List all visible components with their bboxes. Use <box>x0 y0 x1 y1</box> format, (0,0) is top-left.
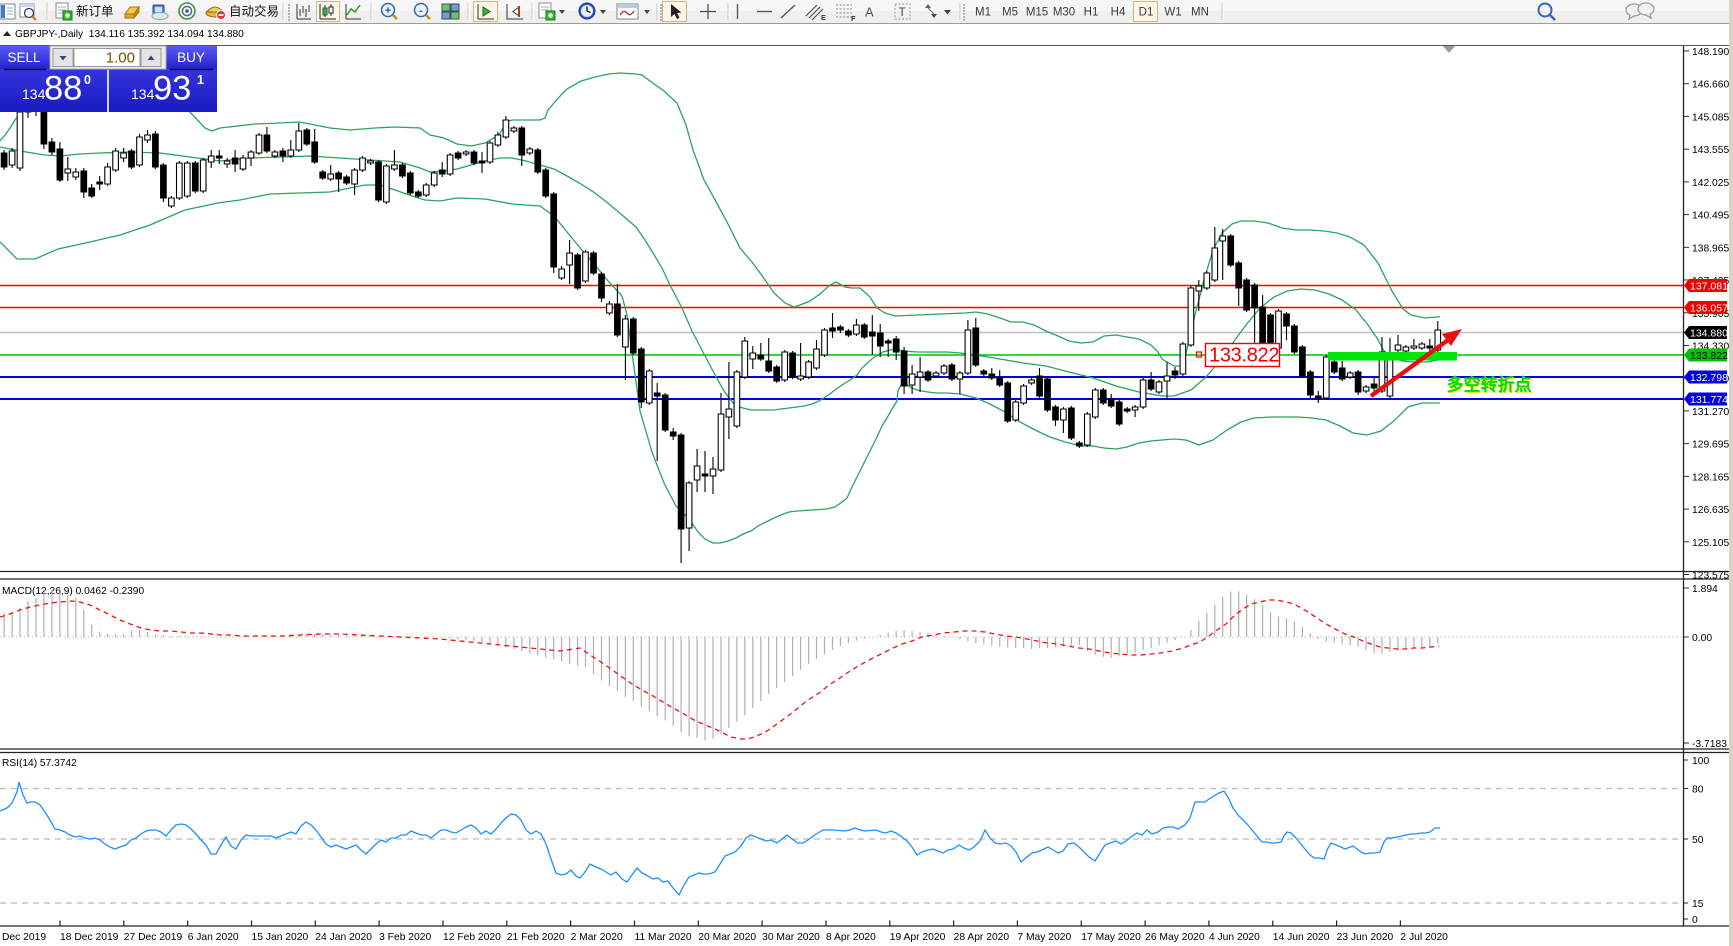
svg-text:+: + <box>385 5 391 17</box>
svg-text:H4: H4 <box>1111 7 1126 19</box>
svg-text:24 Jan 2020: 24 Jan 2020 <box>315 932 372 943</box>
svg-text:128.165: 128.165 <box>1692 472 1729 483</box>
svg-text:140.495: 140.495 <box>1692 211 1729 222</box>
svg-text:134: 134 <box>131 86 155 102</box>
svg-text:132.798: 132.798 <box>1690 372 1728 384</box>
svg-text:0.00: 0.00 <box>1692 633 1712 644</box>
svg-text:50: 50 <box>1692 835 1704 846</box>
svg-text:125.105: 125.105 <box>1692 538 1729 549</box>
svg-text:129.695: 129.695 <box>1692 440 1729 451</box>
svg-text:28 Apr 2020: 28 Apr 2020 <box>954 932 1010 943</box>
svg-text:26 May 2020: 26 May 2020 <box>1145 932 1205 943</box>
svg-text:0: 0 <box>1692 915 1698 926</box>
svg-text:4 Jun 2020: 4 Jun 2020 <box>1209 932 1260 943</box>
svg-text:-: - <box>419 5 423 17</box>
svg-text:148.190: 148.190 <box>1692 47 1729 58</box>
svg-text:Dec 2019: Dec 2019 <box>2 932 46 943</box>
svg-text:GBPJPY-,Daily 134.116 135.392: GBPJPY-,Daily 134.116 135.392 134.094 13… <box>15 29 244 40</box>
svg-text:123.575: 123.575 <box>1692 571 1729 582</box>
svg-text:F: F <box>851 14 856 23</box>
svg-text:1.894: 1.894 <box>1692 584 1718 595</box>
svg-text:MACD(12,26,9) 0.0462 -0.2390: MACD(12,26,9) 0.0462 -0.2390 <box>2 586 144 597</box>
svg-text:8 Apr 2020: 8 Apr 2020 <box>826 932 876 943</box>
svg-text:M30: M30 <box>1053 7 1075 19</box>
svg-text:H1: H1 <box>1084 7 1099 19</box>
svg-text:1.00: 1.00 <box>106 50 135 67</box>
svg-text:143.555: 143.555 <box>1692 145 1729 156</box>
svg-text:138.965: 138.965 <box>1692 243 1729 254</box>
svg-text:133.822: 133.822 <box>1209 345 1279 367</box>
svg-text:7 May 2020: 7 May 2020 <box>1017 932 1071 943</box>
svg-text:自动交易: 自动交易 <box>229 4 279 19</box>
svg-text:MN: MN <box>1191 7 1209 19</box>
svg-text:21 Feb 2020: 21 Feb 2020 <box>507 932 565 943</box>
svg-text:131.270: 131.270 <box>1692 407 1729 418</box>
svg-text:134: 134 <box>22 86 46 102</box>
svg-text:134.330: 134.330 <box>1692 342 1729 353</box>
svg-text:88: 88 <box>44 70 82 108</box>
svg-text:2 Mar 2020: 2 Mar 2020 <box>571 932 623 943</box>
svg-text:新订单: 新订单 <box>76 4 114 19</box>
svg-text:135.905: 135.905 <box>1692 309 1729 320</box>
svg-text:T: T <box>899 5 907 19</box>
svg-text:0: 0 <box>84 73 91 87</box>
svg-text:18 Dec 2019: 18 Dec 2019 <box>60 932 119 943</box>
svg-text:15 Jan 2020: 15 Jan 2020 <box>252 932 309 943</box>
svg-text:126.635: 126.635 <box>1692 505 1729 516</box>
svg-text:E: E <box>821 13 826 22</box>
svg-text:11 Mar 2020: 11 Mar 2020 <box>635 932 692 943</box>
svg-text:3 Feb 2020: 3 Feb 2020 <box>379 932 431 943</box>
svg-text:133.822: 133.822 <box>1690 350 1728 362</box>
svg-text:2 Jul 2020: 2 Jul 2020 <box>1400 932 1448 943</box>
svg-text:-3.7183: -3.7183 <box>1692 739 1727 750</box>
svg-text:SELL: SELL <box>7 50 41 65</box>
svg-text:136.057: 136.057 <box>1690 303 1728 315</box>
svg-text:6 Jan 2020: 6 Jan 2020 <box>188 932 239 943</box>
svg-text:M15: M15 <box>1026 7 1048 19</box>
svg-text:D1: D1 <box>1139 7 1154 19</box>
svg-text:80: 80 <box>1692 785 1704 796</box>
svg-text:145.085: 145.085 <box>1692 112 1729 123</box>
svg-text:12 Feb 2020: 12 Feb 2020 <box>443 932 501 943</box>
svg-text:W1: W1 <box>1164 7 1181 19</box>
svg-text:142.025: 142.025 <box>1692 178 1729 189</box>
svg-text:M5: M5 <box>1002 7 1018 19</box>
svg-text:137.081: 137.081 <box>1690 281 1728 293</box>
svg-text:100: 100 <box>1692 756 1709 767</box>
svg-text:93: 93 <box>153 70 191 108</box>
svg-text:27 Dec 2019: 27 Dec 2019 <box>124 932 183 943</box>
svg-text:17 May 2020: 17 May 2020 <box>1081 932 1141 943</box>
svg-text:多空转折点: 多空转折点 <box>1447 375 1532 395</box>
svg-text:131.774: 131.774 <box>1690 394 1728 406</box>
svg-text:15: 15 <box>1692 899 1704 910</box>
svg-text:RSI(14) 57.3742: RSI(14) 57.3742 <box>2 758 77 769</box>
svg-text:BUY: BUY <box>177 50 205 65</box>
svg-text:20 Mar 2020: 20 Mar 2020 <box>698 932 756 943</box>
svg-text:19 Apr 2020: 19 Apr 2020 <box>890 932 946 943</box>
svg-text:A: A <box>865 5 874 20</box>
svg-text:30 Mar 2020: 30 Mar 2020 <box>762 932 820 943</box>
svg-text:146.660: 146.660 <box>1692 80 1729 91</box>
svg-text:134.880: 134.880 <box>1690 328 1728 340</box>
svg-text:1: 1 <box>197 73 204 87</box>
svg-text:多空转折点: 多空转折点 <box>1448 376 1533 396</box>
svg-text:23 Jun 2020: 23 Jun 2020 <box>1337 932 1394 943</box>
svg-text:14 Jun 2020: 14 Jun 2020 <box>1273 932 1330 943</box>
svg-text:M1: M1 <box>975 7 991 19</box>
